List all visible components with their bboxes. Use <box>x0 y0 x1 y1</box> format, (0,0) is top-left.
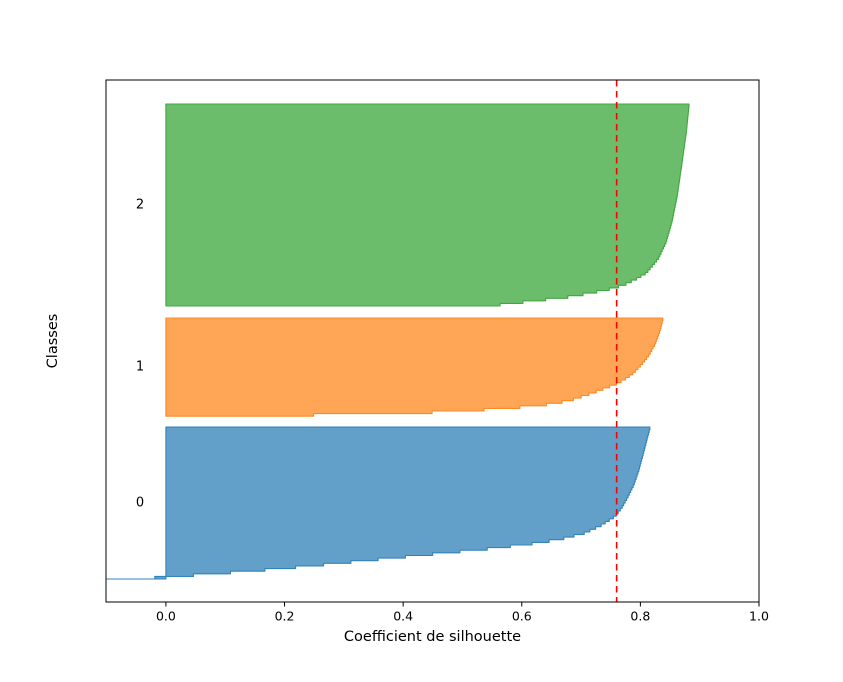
x-tick-label-0.8: 0.8 <box>630 609 650 624</box>
x-axis-label: Coefficient de silhouette <box>344 629 521 645</box>
class-label-2: 2 <box>136 198 144 213</box>
y-axis-label: Classes <box>45 314 61 369</box>
axes-border <box>105 79 760 603</box>
x-tick-label-1.0: 1.0 <box>749 609 769 624</box>
cluster-fill-0 <box>105 426 651 580</box>
x-tick-label-0.2: 0.2 <box>275 609 295 624</box>
cluster-fill-2 <box>165 103 690 307</box>
x-tick-label-0.6: 0.6 <box>512 609 532 624</box>
cluster-fill-1 <box>165 317 664 417</box>
class-label-0: 0 <box>136 496 144 511</box>
x-tick-label-0.4: 0.4 <box>393 609 413 624</box>
class-label-1: 1 <box>136 360 144 375</box>
x-tick-label-0.0: 0.0 <box>156 609 176 624</box>
